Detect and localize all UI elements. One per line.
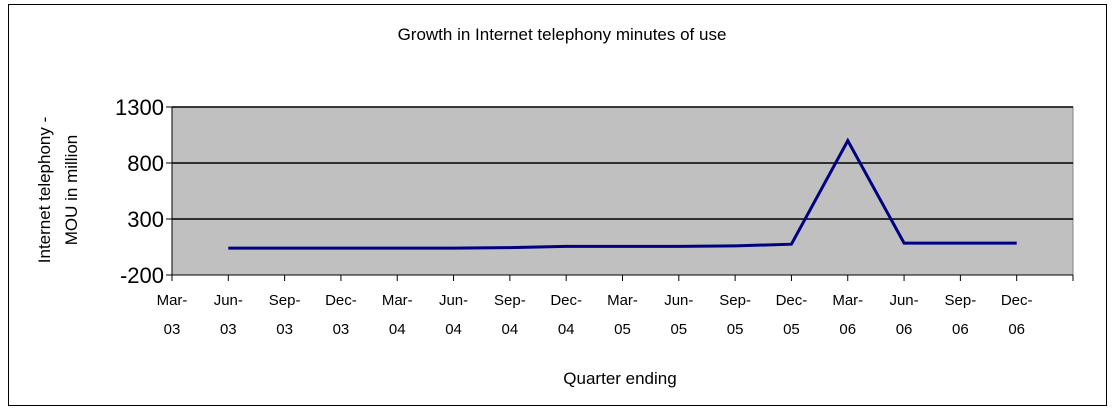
y-tick-label: -200 [120,263,164,288]
x-tick-label-year: 06 [1008,321,1025,338]
x-tick-label-year: 06 [952,321,969,338]
x-tick-labels: Mar- 03 Jun- 03 Sep- 03 Dec- 03 Mar- 04 Jun- 04 Sep-… [157,292,1033,338]
axes [166,106,1074,281]
y-tick-label: 300 [127,207,164,232]
x-tick-label-year: 03 [164,321,181,338]
x-axis-label: Quarter ending [563,369,676,388]
x-tick-label-month: Dec- [325,292,357,309]
x-tick-label-year: 05 [614,321,631,338]
x-tick-label-year: 05 [783,321,800,338]
x-tick-label-month: Jun- [889,292,918,309]
y-axis-label-line-1: Internet telephony - [35,117,54,263]
y-tick-label: 1300 [115,95,164,120]
y-tick-labels: 1300 800 300 -200 [115,95,164,288]
x-tick-label-month: Sep- [945,292,977,309]
y-tick-label: 800 [127,151,164,176]
gridlines [172,106,1073,220]
x-tick-label-year: 03 [276,321,293,338]
series-layer [228,137,1017,250]
chart-title: Growth in Internet telephony minutes of … [398,25,727,44]
x-tick-label-month: Mar- [832,292,863,309]
x-tick-label-month: Sep- [269,292,301,309]
x-tick-label-month: Jun- [664,292,693,309]
y-axis-label-line-2: MOU in million [62,135,81,246]
x-tick-label-month: Jun- [439,292,468,309]
x-tick-label-year: 04 [445,321,462,338]
x-tick-label-year: 05 [670,321,687,338]
x-tick-label-month: Mar- [382,292,413,309]
x-tick-label-year: 04 [502,321,519,338]
x-tick-label-month: Sep- [494,292,526,309]
x-tick-label-year: 05 [727,321,744,338]
x-tick-label-month: Dec- [1001,292,1033,309]
x-tick-label-month: Dec- [776,292,808,309]
x-tick-label-year: 04 [558,321,575,338]
x-tick-label-month: Dec- [550,292,582,309]
x-tick-label-month: Mar- [157,292,188,309]
x-tick-label-year: 03 [220,321,237,338]
x-tick-label-year: 06 [839,321,856,338]
x-tick-label-year: 06 [896,321,913,338]
x-tick-label-month: Sep- [719,292,751,309]
x-tick-label-year: 03 [333,321,350,338]
plot-area [171,106,1074,276]
series-line [228,137,1017,250]
x-tick-label-year: 04 [389,321,406,338]
x-tick-label-month: Jun- [214,292,243,309]
x-tick-label-month: Mar- [607,292,638,309]
